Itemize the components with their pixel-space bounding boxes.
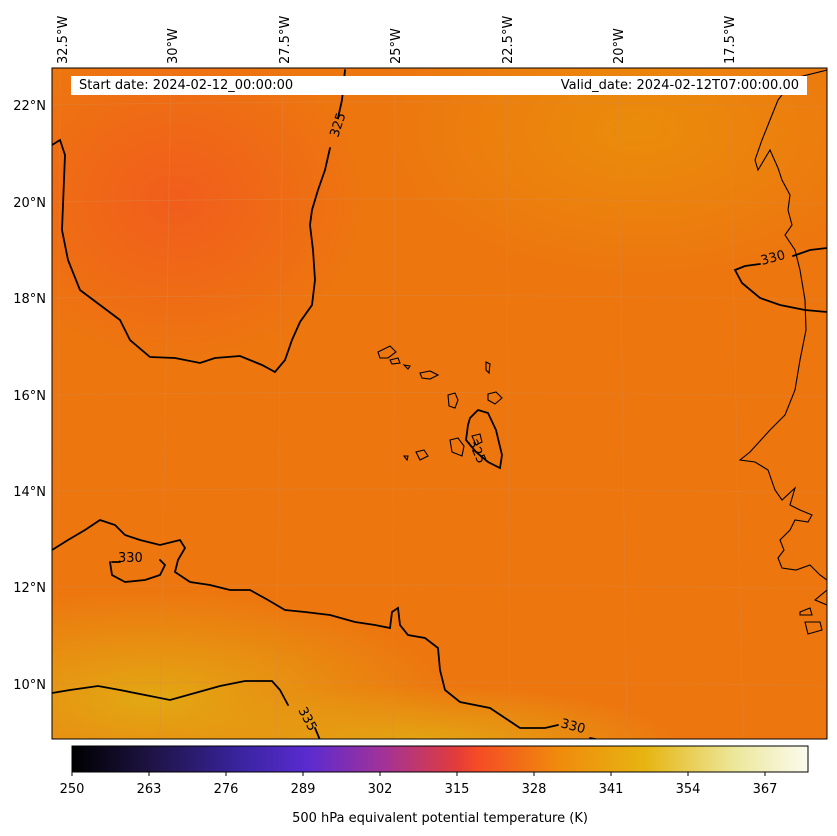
colorbar-ramp: [71, 745, 809, 773]
contour-330-ne: [733, 247, 827, 313]
colorbar: 250 263 276 289 302 315 328 341 354 367 …: [60, 745, 809, 826]
contour-325-islands: [465, 408, 503, 470]
lon-tick-label: 32.5°W: [56, 16, 71, 64]
contour-330-west: [52, 519, 600, 739]
colorbar-tick-label: 263: [137, 782, 162, 797]
contour-lines: [52, 69, 827, 739]
coastlines: [377, 69, 827, 635]
start-date: Start date: 2024-02-12_00:00:00: [79, 78, 294, 93]
colorbar-tick-label: 367: [753, 782, 778, 797]
lon-tick-label: 17.5°W: [723, 16, 738, 64]
lat-tick-label: 20°N: [13, 196, 46, 211]
lat-tick-label: 10°N: [13, 678, 46, 693]
colorbar-label: 500 hPa equivalent potential temperature…: [292, 811, 588, 826]
lon-tick-label: 20°W: [612, 28, 627, 64]
colorbar-tick-label: 354: [676, 782, 701, 797]
lat-tick-label: 12°N: [13, 581, 46, 596]
contour-label: 330: [759, 248, 787, 269]
contour-label: 330: [118, 551, 143, 566]
contour-label: 330: [559, 716, 587, 737]
temperature-field: 325 330 325 330 335 330: [52, 68, 827, 739]
map-frame: [51, 67, 828, 740]
lat-tick-label: 18°N: [13, 292, 46, 307]
lat-tick-label: 22°N: [13, 99, 46, 114]
colorbar-tick-label: 276: [214, 782, 239, 797]
colorbar-tick-label: 341: [599, 782, 624, 797]
colorbar-tick-marks: [71, 772, 766, 776]
lon-tick-label: 27.5°W: [278, 16, 293, 64]
contour-label: 325: [328, 111, 350, 139]
colorbar-tick-label: 289: [291, 782, 316, 797]
longitude-ticks: 32.5°W 30°W 27.5°W 25°W 22.5°W 20°W 17.5…: [56, 16, 738, 64]
valid-date: Valid_date: 2024-02-12T07:00:00.00: [560, 78, 799, 93]
contour-330-loop: [109, 559, 167, 583]
date-info-bar: Start date: 2024-02-12_00:00:00 Valid_da…: [71, 76, 807, 95]
contour-335: [52, 680, 321, 739]
colorbar-tick-label: 315: [445, 782, 470, 797]
latitude-ticks: 22°N 20°N 18°N 16°N 14°N 12°N 10°N: [13, 99, 46, 693]
colorbar-tick-label: 250: [60, 782, 85, 797]
lat-tick-label: 14°N: [13, 485, 46, 500]
lon-tick-label: 30°W: [166, 28, 181, 64]
graticule: [52, 68, 827, 739]
lon-tick-label: 25°W: [389, 28, 404, 64]
lat-tick-label: 16°N: [13, 389, 46, 404]
colorbar-tick-label: 328: [522, 782, 547, 797]
lon-tick-label: 22.5°W: [501, 16, 516, 64]
colorbar-tick-label: 302: [368, 782, 393, 797]
